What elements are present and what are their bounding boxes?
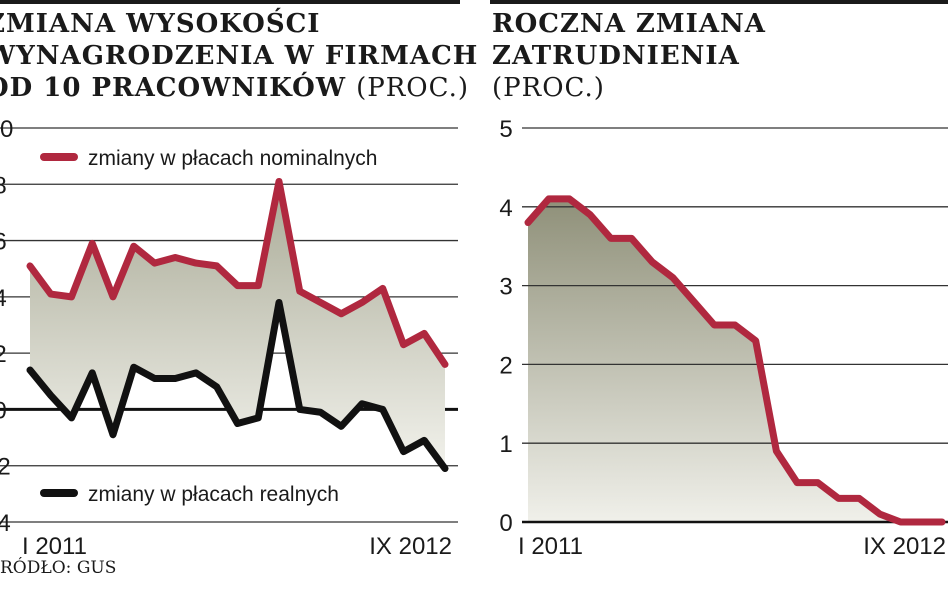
y-tick-label: 3 <box>499 274 512 301</box>
y-tick-label: 2 <box>0 341 7 368</box>
wage-chart-title: ZMIANA WYSOKOŚCI WYNAGRODZENIA W FIRMACH… <box>0 8 478 104</box>
y-tick-label: 6 <box>0 229 7 256</box>
y-tick-label: 4 <box>499 195 512 222</box>
y-tick-label: 5 <box>499 116 512 143</box>
source-note: RÓDŁO: GUS <box>0 558 116 578</box>
source-label: RÓDŁO: <box>0 558 72 578</box>
employment-area <box>528 198 942 523</box>
y-tick-label: 1 <box>499 431 512 458</box>
wage-title-line-2: WYNAGRODZENIA W FIRMACH <box>0 41 479 71</box>
x-tick-label: IX 2012 <box>863 533 946 560</box>
y-tick-label: -4 <box>0 510 11 537</box>
source-value: GUS <box>76 558 117 578</box>
wage-title-unit: (PROC.) <box>356 73 469 103</box>
employment-title-line-1: ROCZNA ZMIANA <box>492 9 766 39</box>
legend-label-real: zmiany w płacach realnych <box>88 483 339 506</box>
y-tick-label: 0 <box>499 510 512 537</box>
y-tick-label: 10 <box>0 116 13 143</box>
employment-chart-title: ROCZNA ZMIANA ZATRUDNIENIA (PROC.) <box>492 8 766 104</box>
top-rule-right <box>490 0 948 4</box>
x-tick-label: IX 2012 <box>369 533 452 560</box>
employment-title-unit: (PROC.) <box>492 73 605 103</box>
wage-title-line-1: ZMIANA WYSOKOŚCI <box>0 9 321 39</box>
x-tick-label: I 2011 <box>518 533 583 560</box>
top-rule-left <box>0 0 460 4</box>
y-tick-label: -2 <box>0 454 11 481</box>
employment-title-line-2: ZATRUDNIENIA <box>492 41 740 71</box>
y-tick-label: 0 <box>0 397 7 424</box>
y-tick-label: 8 <box>0 172 7 199</box>
legend-label-nominal: zmiany w płacach nominalnych <box>88 147 377 170</box>
wage-title-line-3: OD 10 PRACOWNIKÓW <box>0 73 347 103</box>
y-tick-label: 4 <box>0 285 7 312</box>
employment-line <box>524 195 946 526</box>
series-nominal-line <box>26 177 449 368</box>
x-tick-label: I 2011 <box>22 533 87 560</box>
wage-change-chart: 10 8 6 4 2 0 -2 -4 zmiany w płacach nominalnych z… <box>0 116 458 560</box>
employment-change-chart: 5 4 3 2 1 0I 2011 IX 2012 <box>499 116 948 560</box>
series-real-line <box>26 298 449 473</box>
y-tick-label: 2 <box>499 352 512 379</box>
